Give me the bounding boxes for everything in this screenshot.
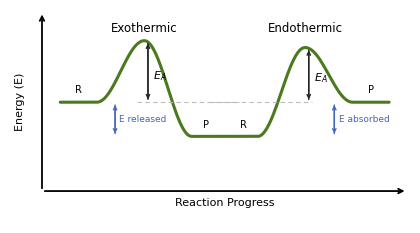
Text: $E_A$: $E_A$	[314, 71, 328, 85]
Text: E absorbed: E absorbed	[339, 115, 389, 124]
Text: Endothermic: Endothermic	[268, 22, 343, 35]
Text: E released: E released	[119, 115, 166, 124]
Text: $E_A$: $E_A$	[153, 70, 167, 83]
Text: R: R	[239, 120, 247, 130]
Text: Exothermic: Exothermic	[111, 22, 178, 35]
Text: P: P	[203, 120, 210, 130]
Text: P: P	[368, 85, 374, 95]
Text: Energy (E): Energy (E)	[15, 72, 25, 130]
Text: R: R	[75, 85, 82, 95]
Text: Reaction Progress: Reaction Progress	[175, 198, 274, 208]
